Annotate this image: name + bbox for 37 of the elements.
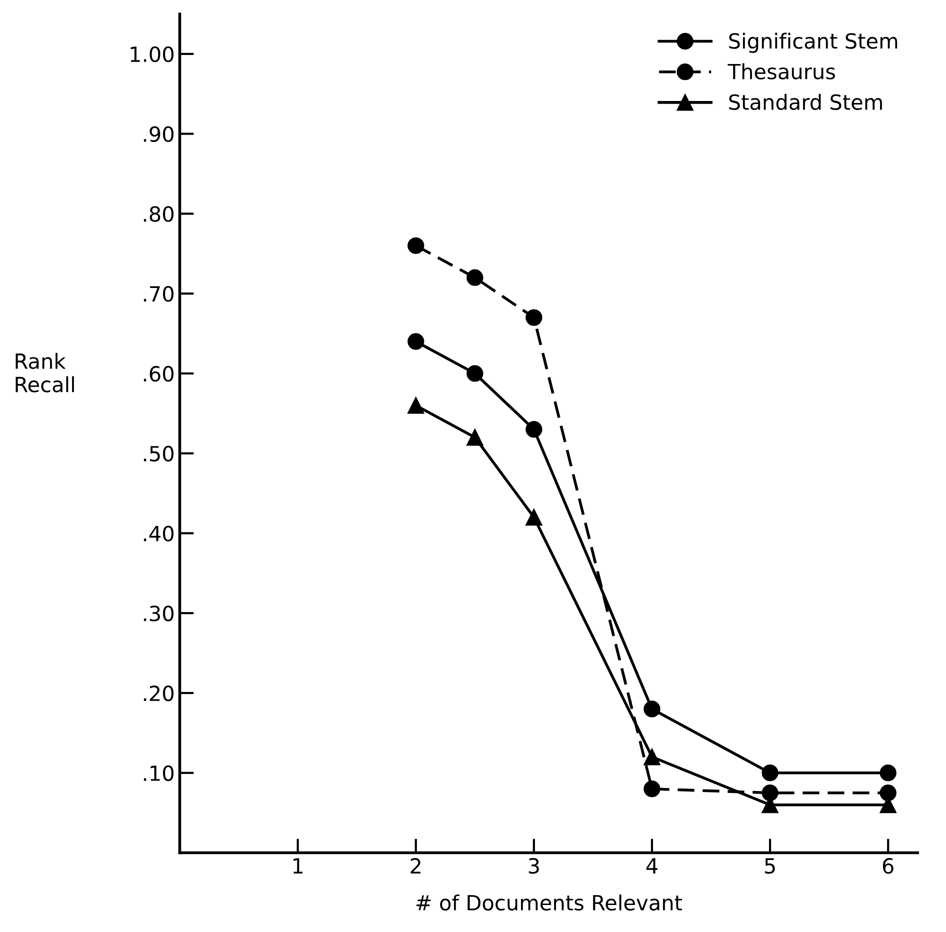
x-tick-label: 3 [528, 858, 539, 874]
point [762, 764, 778, 782]
legend-label: Standard Stem [729, 94, 882, 110]
point [644, 780, 660, 798]
y-tick-label: .30 [144, 606, 174, 622]
point [526, 421, 542, 438]
y-tick-label: .80 [144, 206, 174, 222]
legend-label: Thesaurus [728, 63, 835, 80]
point [644, 700, 660, 718]
x-axis-title: # of Documents Relevant [416, 894, 682, 911]
x-tick-label: 2 [410, 858, 420, 874]
point [880, 764, 896, 782]
y-tick-label: .20 [144, 685, 174, 702]
point [644, 748, 660, 766]
point [466, 365, 484, 382]
point [466, 429, 484, 446]
x-tick-label: 5 [765, 858, 775, 874]
y-tick-label: .40 [144, 526, 174, 542]
x-tick-label: 1 [293, 858, 303, 874]
point [408, 397, 424, 414]
point [526, 309, 542, 326]
y-tick-label: .90 [144, 126, 174, 142]
y-tick-label: .50 [144, 446, 174, 462]
y-tick-label: 1.00 [130, 46, 174, 62]
x-tick-label: 6 [882, 858, 894, 874]
point [762, 784, 778, 802]
point [880, 784, 896, 802]
point [408, 237, 424, 254]
legend-label: Significant Stem [729, 32, 898, 53]
point [466, 269, 484, 286]
x-tick-label: 4 [646, 858, 658, 874]
point [526, 508, 542, 526]
point [408, 333, 424, 350]
y-tick-label: .10 [144, 765, 174, 782]
y-tick-label: .70 [144, 286, 174, 302]
y-axis-title: Rank Recall [16, 352, 74, 392]
y-tick-label: .60 [144, 366, 174, 382]
